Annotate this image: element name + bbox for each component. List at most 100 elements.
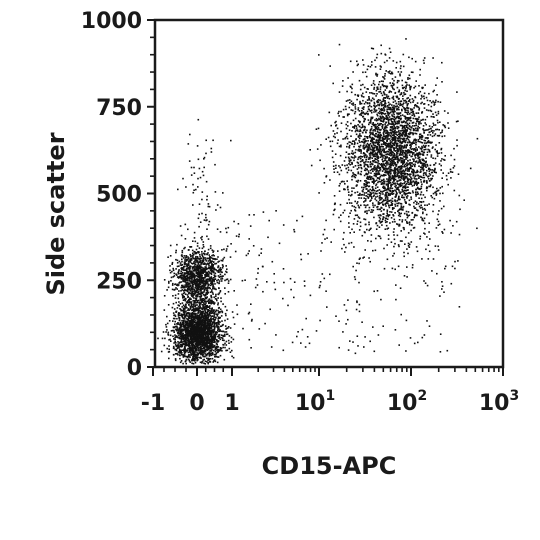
data-point [196, 259, 198, 262]
data-point [405, 85, 407, 87]
data-point [378, 216, 381, 219]
data-point [197, 326, 200, 329]
data-point [432, 122, 435, 125]
data-point [217, 340, 220, 342]
data-point [190, 287, 192, 289]
data-point [387, 121, 390, 123]
data-point [219, 273, 222, 276]
data-point [354, 117, 357, 120]
data-point [425, 129, 428, 131]
data-point [177, 341, 179, 343]
data-point [376, 53, 379, 56]
data-point [213, 333, 215, 336]
data-point [210, 277, 213, 280]
data-point [196, 266, 198, 268]
data-point [184, 325, 186, 327]
data-point [395, 184, 397, 187]
data-point [221, 275, 223, 277]
data-point [207, 347, 210, 350]
data-point [192, 343, 194, 346]
data-point [382, 76, 384, 78]
data-point [396, 188, 398, 190]
data-point [205, 354, 208, 356]
data-point [399, 171, 401, 173]
data-point [182, 311, 185, 313]
data-point [403, 133, 405, 136]
data-point [174, 297, 177, 299]
data-point [440, 160, 442, 162]
data-point [360, 204, 362, 207]
data-point [194, 350, 196, 353]
data-point [187, 328, 190, 330]
data-point [427, 109, 430, 112]
data-point [359, 135, 361, 137]
data-point [224, 312, 227, 315]
data-point [170, 340, 172, 342]
data-point [213, 327, 216, 329]
data-point [210, 318, 213, 321]
data-point [317, 127, 320, 130]
data-point [412, 148, 414, 150]
data-point [216, 322, 218, 325]
data-point [179, 331, 181, 334]
data-point [373, 88, 375, 90]
data-point [218, 282, 220, 284]
data-point [437, 213, 439, 216]
data-point [441, 185, 443, 188]
data-point [221, 337, 224, 340]
data-point [348, 215, 350, 218]
data-point [393, 175, 396, 177]
data-point [366, 137, 369, 139]
data-point [216, 345, 219, 348]
data-point [359, 102, 361, 104]
data-point [192, 341, 195, 343]
data-point [391, 221, 394, 223]
data-point [401, 172, 403, 175]
data-point [182, 332, 184, 335]
data-point [211, 265, 213, 268]
data-point [390, 158, 392, 160]
data-point [412, 168, 415, 171]
data-point [166, 322, 169, 325]
data-point [198, 267, 200, 270]
data-point [206, 257, 209, 260]
data-point [225, 333, 228, 336]
data-point [402, 154, 404, 156]
data-point [193, 340, 195, 342]
data-point [200, 325, 203, 327]
data-point [209, 321, 212, 324]
data-point [201, 274, 203, 277]
data-point [228, 347, 231, 350]
data-point [367, 113, 369, 115]
data-point [172, 326, 175, 328]
data-point [195, 335, 198, 338]
data-point [376, 143, 379, 145]
data-point [172, 335, 174, 338]
data-point [174, 358, 177, 360]
data-point [199, 348, 202, 350]
data-point [447, 112, 449, 114]
data-point [210, 308, 213, 310]
data-point [392, 107, 395, 110]
data-point [203, 358, 205, 361]
data-point [376, 113, 378, 116]
data-point [434, 124, 437, 126]
data-point [187, 344, 190, 346]
data-point [212, 250, 215, 252]
data-point [205, 263, 207, 265]
data-point [370, 116, 373, 119]
data-point [406, 104, 409, 107]
data-point [205, 306, 207, 308]
data-point [224, 335, 226, 337]
data-point [362, 108, 365, 110]
data-point [195, 330, 197, 333]
data-point [187, 296, 189, 299]
data-point [399, 156, 402, 159]
data-point [359, 133, 361, 135]
data-point [169, 244, 172, 247]
data-point [402, 177, 404, 179]
data-point [182, 299, 185, 301]
data-point [374, 130, 376, 132]
data-point [188, 353, 190, 356]
data-point [379, 180, 382, 183]
